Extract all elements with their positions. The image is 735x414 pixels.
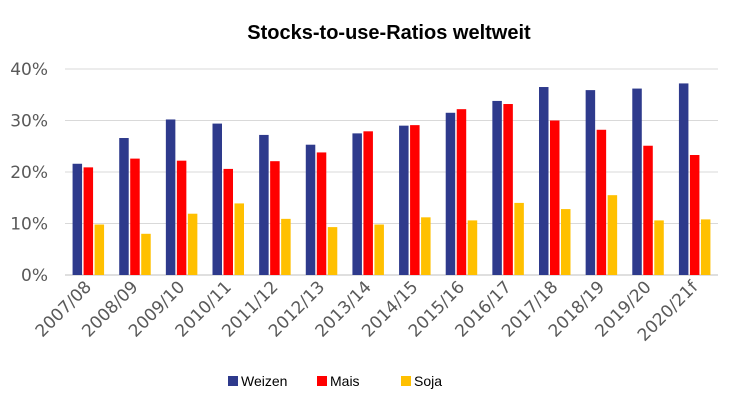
bar-soja [374,224,384,275]
bar-mais [223,168,233,275]
y-axis-ticks: 0% 10% 20% 30% 40% [10,60,48,286]
bar-soja [514,202,524,275]
y-tick-label: 0% [21,266,48,286]
bar-soja [141,233,151,275]
bar-mais [643,145,653,275]
bar-mais [550,120,560,275]
bar-soja [467,220,478,275]
y-tick-label: 20% [10,163,48,183]
y-tick-label: 10% [10,215,48,235]
bar-weizen [585,90,596,276]
legend-item-soja: Soja [401,373,442,389]
bar-soja [561,209,571,275]
bars [72,83,711,276]
y-tick-label: 30% [10,112,48,132]
bar-soja [234,203,244,275]
legend-item-mais: Mais [317,373,360,389]
bar-mais [689,155,700,275]
bar-weizen [399,125,409,276]
bar-weizen [165,119,176,275]
bar-weizen [72,163,83,275]
x-axis-ticks: 2007/082008/092009/102010/112011/122012/… [32,277,703,346]
bar-weizen [539,87,549,276]
bar-soja [654,220,664,275]
legend-swatch [228,376,238,386]
gridlines [65,68,718,276]
bar-soja [281,218,291,275]
bar-soja [700,219,711,275]
bar-mais [316,152,327,275]
bar-mais [503,104,513,276]
y-tick-label: 40% [10,60,48,80]
bar-weizen [492,100,502,276]
bar-soja [421,217,431,275]
bar-soja [327,227,338,275]
legend-item-weizen: Weizen [228,373,287,389]
bar-weizen [119,138,129,275]
legend-label: Weizen [241,373,287,389]
bar-weizen [352,133,362,275]
legend: Weizen Mais Soja [228,373,442,389]
bar-mais [410,125,420,275]
bar-weizen [445,112,456,276]
bar-mais [596,129,607,275]
bar-weizen [678,83,689,275]
bar-soja [607,195,618,275]
legend-label: Mais [330,373,360,389]
bar-soja [94,224,105,275]
legend-swatch [317,376,327,386]
bar-mais [130,158,140,275]
bar-mais [83,167,94,275]
bar-weizen [305,144,316,275]
legend-label: Soja [414,373,442,389]
bar-mais [363,131,373,275]
bar-mais [270,161,280,275]
chart-title: Stocks-to-use-Ratios weltweit [247,22,531,44]
bar-weizen [632,88,642,275]
bar-weizen [259,134,269,275]
bar-mais [176,160,187,275]
bar-mais [456,109,467,275]
legend-swatch [401,376,411,386]
bar-weizen [212,123,222,275]
bar-soja [187,213,198,275]
